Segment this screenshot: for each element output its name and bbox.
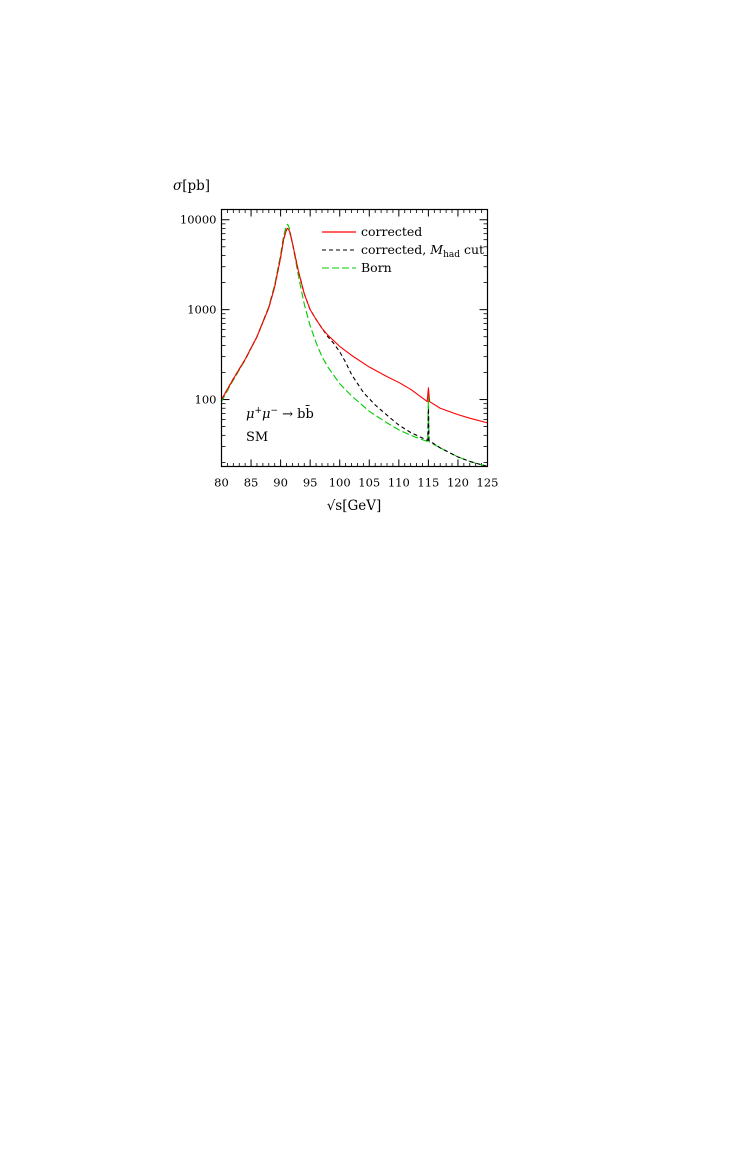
legend-label-corrected: corrected <box>361 224 422 239</box>
x-axis-symbol: √s <box>327 498 343 514</box>
y-axis-symbol: σ <box>173 178 183 194</box>
legend: corrected corrected, Mhad cut Born <box>322 224 484 275</box>
x-tick-label: 110 <box>388 476 410 490</box>
process-mu-2: μ <box>262 407 270 422</box>
x-tick-label: 120 <box>447 476 469 490</box>
legend-label-cut-sub: had <box>443 250 460 260</box>
process-arrow-b: → b <box>278 407 305 422</box>
x-axis-title: √s[GeV] <box>327 498 382 514</box>
x-tick-label: 80 <box>214 476 229 490</box>
process-annotation: μ+μ− → bb̄ <box>246 405 314 422</box>
x-axis-unit: [GeV] <box>342 498 381 514</box>
x-tick-label: 85 <box>244 476 259 490</box>
y-tick-label: 10000 <box>180 213 217 227</box>
legend-label-cut: corrected, Mhad cut <box>361 242 484 260</box>
x-tick-label: 95 <box>303 476 318 490</box>
legend-label-cut-prefix: corrected, <box>361 242 430 257</box>
legend-label-born: Born <box>361 260 392 275</box>
x-tick-label: 90 <box>273 476 288 490</box>
legend-label-cut-math: M <box>429 242 444 257</box>
y-axis-unit: [pb] <box>182 178 210 194</box>
plot-frame <box>220 208 489 468</box>
x-tick-label: 125 <box>477 476 499 490</box>
model-annotation: SM <box>246 430 268 445</box>
process-mu-1: μ <box>246 407 254 422</box>
legend-label-cut-suffix: cut <box>460 242 484 257</box>
tick-labels: 80 85 90 95 100 105 110 115 120 125 100 1000 10000 <box>180 213 499 490</box>
axis-ticks <box>221 209 488 467</box>
process-bbar: b̄ <box>305 405 314 422</box>
series-lines <box>221 223 488 468</box>
y-tick-label: 1000 <box>187 303 216 317</box>
y-tick-label: 100 <box>195 393 217 407</box>
y-axis-title: σ[pb] <box>173 178 210 194</box>
process-sup-minus: − <box>270 406 278 416</box>
series-corrected-line <box>221 227 488 424</box>
x-tick-label: 105 <box>358 476 380 490</box>
x-tick-label: 100 <box>329 476 351 490</box>
process-sup-plus: + <box>254 406 262 416</box>
x-tick-label: 115 <box>417 476 439 490</box>
